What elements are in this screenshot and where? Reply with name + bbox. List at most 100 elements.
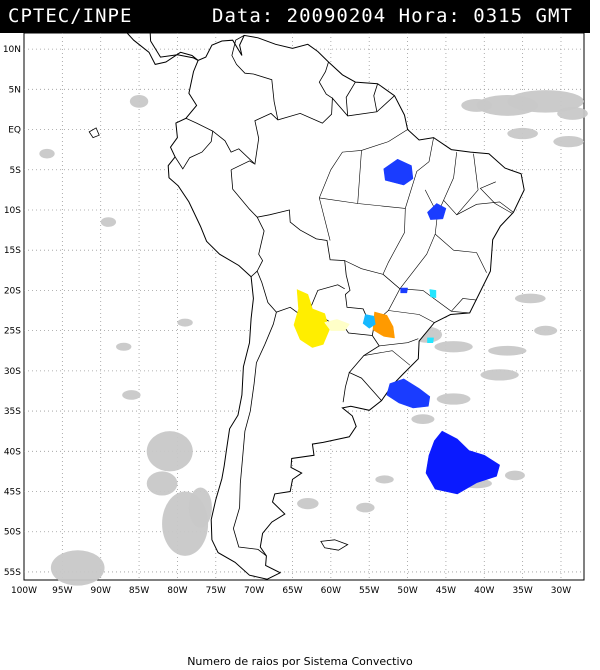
cloud-patch: [434, 341, 473, 353]
latitude-labels: 10N 5N EQ 5S 10S 15S 20S 25S 30S 35S 40S 45S 50S 55S: [3, 45, 21, 578]
cloud-patch: [461, 98, 492, 112]
longitude-label: 60W: [321, 586, 341, 596]
cloud-patch: [116, 342, 132, 351]
state-border: [344, 260, 401, 323]
date-label: Data:: [212, 5, 275, 27]
convective-system-bolivia-paraguay: [293, 289, 330, 348]
convective-system-bahia: [427, 203, 447, 220]
state-border: [456, 201, 514, 216]
convective-system-rio-de-la-plata: [386, 378, 431, 409]
convective-system-santa-catarina: [427, 337, 434, 344]
longitude-label: 85W: [129, 586, 149, 596]
country-border: [174, 117, 214, 170]
central-america-pacific-coast: [126, 33, 199, 65]
latitude-label: 40S: [4, 447, 21, 457]
state-border: [451, 298, 477, 312]
longitude-label: 70W: [244, 586, 264, 596]
galapagos-islands: [88, 127, 100, 139]
longitude-label: 100W: [11, 586, 37, 596]
cloud-patch: [129, 94, 149, 108]
latitude-label: 55S: [4, 568, 21, 578]
time-value: 0315: [473, 5, 524, 27]
cloud-patch: [480, 369, 519, 381]
south-america-coastline: [167, 34, 525, 580]
latitude-label: 35S: [4, 407, 21, 417]
convective-system-para: [383, 159, 414, 186]
state-border: [388, 310, 435, 323]
country-border: [318, 61, 333, 99]
country-border: [345, 81, 356, 116]
state-border: [357, 137, 434, 209]
colorbar-caption: Numero de raios por Sistema Convectivo: [187, 655, 413, 668]
latitude-label: 5N: [9, 85, 21, 95]
longitude-label: 75W: [206, 586, 226, 596]
convective-system-parana-west: [362, 314, 376, 329]
cloud-patch: [146, 431, 193, 472]
cloud-patch: [122, 390, 141, 400]
convective-system-chaco: [324, 319, 350, 331]
latitude-label: EQ: [8, 126, 21, 136]
country-border: [232, 312, 277, 557]
state-border: [443, 153, 479, 216]
time-label: Hora:: [398, 5, 461, 27]
cloud-patch: [488, 345, 527, 356]
longitude-label: 30W: [551, 586, 571, 596]
longitude-label: 95W: [52, 586, 72, 596]
country-border: [230, 95, 395, 171]
cloud-patch: [177, 318, 193, 327]
country-border: [342, 372, 350, 403]
longitude-label: 35W: [512, 586, 532, 596]
timezone: GMT: [535, 5, 573, 27]
cloud-patch: [411, 414, 435, 424]
longitude-labels: 100W 95W 90W 85W 80W 75W 70W 65W 60W 55W 50W 45W 40W…: [11, 586, 571, 596]
longitude-label: 40W: [474, 586, 494, 596]
source-title: CPTEC/INPE: [8, 5, 133, 27]
map-header: CPTEC/INPE Data: 20090204 Hora: 0315 GMT: [0, 0, 590, 33]
cloud-patch: [507, 90, 584, 113]
cloud-patch: [39, 148, 55, 159]
cloud-patch: [50, 550, 105, 586]
cloud-patch: [504, 470, 525, 481]
cloud-patch: [557, 107, 588, 120]
longitude-label: 55W: [359, 586, 379, 596]
latitude-label: 5S: [10, 166, 22, 176]
latitude-label: 10N: [3, 45, 21, 55]
convective-system-south-atlantic: [425, 430, 500, 495]
longitude-label: 65W: [282, 586, 302, 596]
state-border: [379, 338, 419, 347]
latitude-label: 25S: [4, 327, 21, 337]
cloud-patch: [514, 293, 546, 304]
latitude-label: 50S: [4, 528, 21, 538]
central-america-caribbean-coast: [149, 33, 199, 61]
latitude-label: 20S: [4, 286, 21, 296]
cloud-patch: [188, 487, 212, 528]
latitude-label: 15S: [4, 246, 21, 256]
latitude-label: 10S: [4, 206, 21, 216]
latitude-label: 30S: [4, 367, 21, 377]
state-border: [319, 197, 358, 204]
country-border: [348, 335, 382, 401]
longitude-label: 90W: [91, 586, 111, 596]
cloud-patch: [375, 475, 394, 484]
cloud-patch: [100, 217, 117, 227]
convective-system-sp-small: [429, 289, 437, 299]
coastline-and-borders: [88, 33, 525, 580]
country-border: [373, 83, 378, 112]
cloud-patch: [356, 502, 375, 513]
state-border: [435, 233, 487, 273]
cloud-patch: [146, 471, 178, 496]
cloud-patch: [436, 393, 471, 405]
convective-systems-layer: [293, 159, 500, 495]
country-border: [250, 270, 258, 277]
longitude-label: 80W: [167, 586, 187, 596]
cloud-patch: [553, 135, 584, 148]
longitude-label: 50W: [397, 586, 417, 596]
cloud-patch: [534, 325, 558, 336]
country-border: [212, 130, 255, 164]
country-border: [256, 217, 311, 314]
convective-system-parana-east: [372, 311, 395, 339]
date-value: 20090204: [286, 5, 387, 27]
country-border: [231, 35, 279, 120]
falkland-islands: [320, 539, 349, 551]
cloud-patch: [507, 127, 538, 140]
